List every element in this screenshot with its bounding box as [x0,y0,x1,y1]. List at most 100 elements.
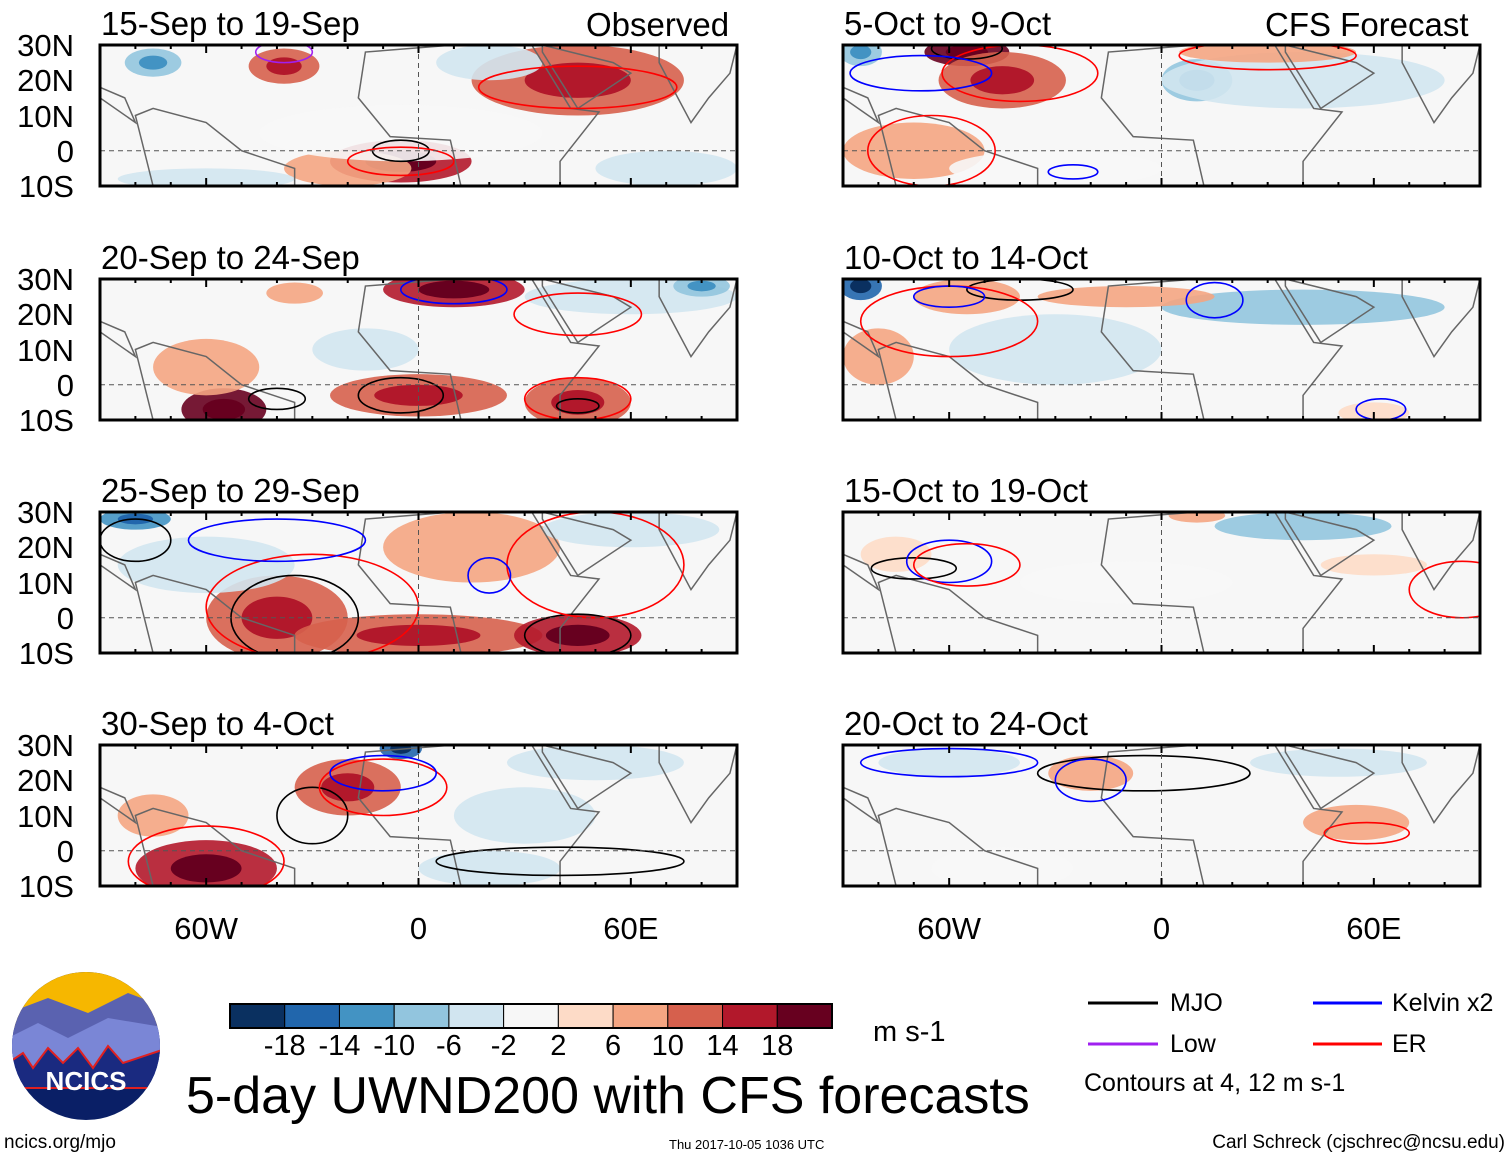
panel-title: 30-Sep to 4-Oct [101,705,334,742]
anomaly-core [202,398,246,420]
wave-contour [435,846,685,877]
legend-er: ER [1392,1030,1427,1058]
wave-contour [1408,560,1480,619]
wave-contour [467,557,512,594]
panel-title: 20-Sep to 24-Sep [101,239,360,276]
wave-contour [477,65,678,110]
anomaly-shading [117,794,189,837]
lat-tick-label: 30N [17,262,74,297]
wave-contour [205,553,420,653]
map-panel [98,277,739,422]
anomaly-core [356,624,481,646]
map-panel [841,510,1482,655]
map-panel [841,43,1482,188]
anomaly-shading [266,282,323,304]
coastline [134,107,296,186]
wave-contour [555,398,600,414]
anomaly-shading [1161,289,1445,325]
lat-tick-label: 0 [56,600,74,636]
anomaly-shading [913,279,1020,315]
map-panel [98,43,739,188]
wave-contour [100,518,172,563]
svg-text:NCICS: NCICS [46,1066,127,1096]
wave-contour [912,542,1021,587]
lat-tick-label: 20N [17,63,74,99]
anomaly-core [418,280,490,299]
lon-tick-label: 60W [174,911,239,946]
coastline [541,745,633,810]
anomaly-shading [1249,748,1427,777]
anomaly-shading [595,150,737,186]
coastline [877,574,1039,653]
anomaly-shading [1019,561,1233,604]
anomaly-shading [259,104,543,162]
map-panel [841,277,1482,422]
coastline [1284,745,1376,810]
anomaly-shading [949,150,1162,186]
colorbar-swatch [284,1003,340,1029]
map-panel [841,743,1482,888]
wave-contour [1323,821,1411,845]
anomaly-core [545,624,610,646]
coastline [100,86,138,125]
wave-contour [329,754,437,792]
anomaly-core [524,62,631,98]
colorbar-tick-label: 14 [706,1030,739,1062]
coastline [658,45,737,124]
anomaly-shading [453,787,596,844]
colorbar-tick-label: -14 [318,1030,361,1062]
coastline [843,786,881,825]
coastline [1401,279,1480,358]
colorbar-swatch [338,1003,395,1029]
coastline [541,279,633,344]
coastline [100,553,138,592]
site-link[interactable]: ncics.org/mjo [4,1132,116,1153]
colorbar-tick-label: -18 [263,1030,306,1062]
lat-tick-label: 10N [17,565,74,601]
wave-contour [127,825,285,886]
coastline [1401,745,1480,824]
coastline [843,553,881,592]
lat-tick-label: 0 [56,133,74,169]
colorbar-tick-label: 10 [651,1030,684,1062]
anomaly-core [850,279,872,294]
anomaly-shading [506,745,684,781]
panel-title: 20-Oct to 24-Oct [844,705,1088,742]
anomaly-core [241,596,313,639]
panel-title: 15-Sep to 19-Sep [101,5,360,42]
wave-contour [357,376,445,414]
wave-contour [318,758,448,817]
legend-mjo: MJO [1170,989,1223,1017]
anomaly-shading [153,338,260,396]
wave-contour [1054,758,1127,803]
wave-contour [346,146,455,177]
anomaly-core [551,390,605,415]
colorbar-tick-label: 6 [605,1030,622,1062]
lon-tick-label: 60E [603,911,659,946]
anomaly-core [687,280,716,292]
wave-contour [905,539,993,584]
anomaly-shading [1320,554,1427,576]
legend-kelvin: Kelvin x2 [1392,989,1494,1017]
anomaly-shading [117,168,295,186]
contour-note: Contours at 4, 12 m s-1 [1084,1069,1346,1097]
coastline [877,807,1039,886]
lat-tick-label: 30N [17,495,74,530]
anomaly-core [850,45,872,60]
coastline [1284,279,1376,344]
coastline [843,320,881,359]
anomaly-shading [878,748,1020,777]
lat-tick-label: 20N [17,530,74,566]
wave-contour [1047,164,1099,180]
wave-contour [1185,281,1244,319]
wave-contour [941,45,1099,103]
forecast-label: CFS Forecast [1265,6,1469,43]
coastline [843,86,881,125]
wave-contour [254,45,314,64]
wave-contour [849,54,993,92]
lon-tick-label: 0 [1152,911,1171,946]
colorbar-tick-label: -2 [490,1030,517,1062]
